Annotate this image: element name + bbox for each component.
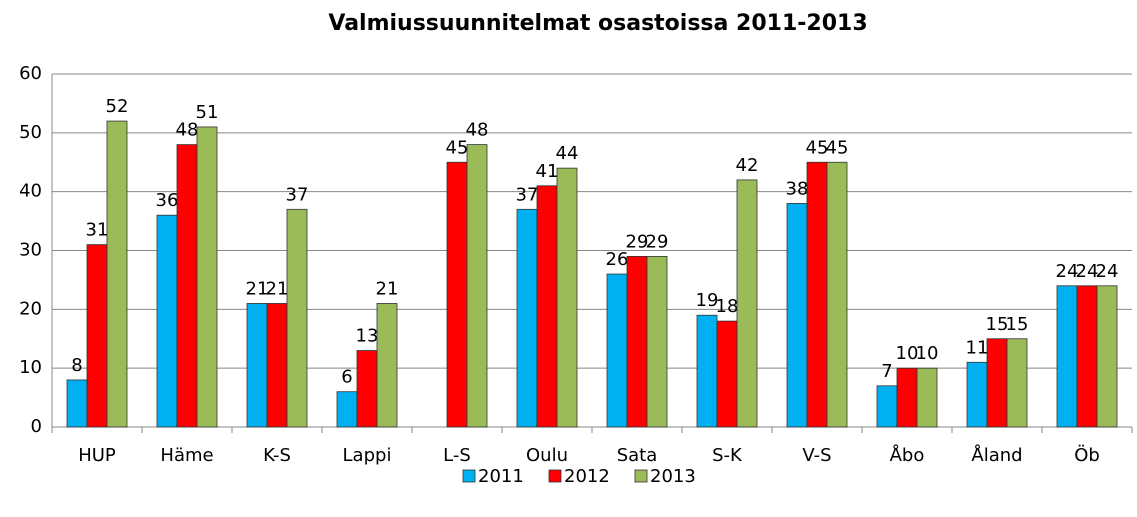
- y-tick-label: 30: [19, 240, 42, 261]
- data-label: 51: [196, 102, 219, 123]
- bar: [86, 244, 108, 428]
- x-tick-label: S-K: [712, 445, 743, 466]
- bar: [646, 255, 668, 428]
- data-label: 10: [916, 343, 939, 364]
- x-tick-label: Häme: [160, 445, 213, 466]
- data-label: 24: [1076, 261, 1099, 282]
- bar: [446, 161, 468, 428]
- x-tick-label: Oulu: [526, 445, 568, 466]
- data-label: 6: [341, 367, 352, 388]
- bar: [156, 214, 178, 428]
- bar: [876, 385, 898, 428]
- data-label: 45: [446, 137, 469, 158]
- data-label: 52: [106, 96, 129, 117]
- bar: [736, 179, 758, 428]
- bar: [106, 120, 128, 428]
- bar: [786, 203, 808, 428]
- data-label: 37: [516, 184, 539, 205]
- bar: [696, 314, 718, 428]
- x-tick-label: Öb: [1074, 444, 1100, 466]
- data-label: 13: [356, 326, 379, 347]
- legend-label: 2011: [478, 466, 524, 487]
- y-tick-label: 40: [19, 181, 42, 202]
- data-label: 42: [736, 155, 759, 176]
- legend-swatch: [548, 469, 562, 483]
- y-tick-label: 10: [19, 357, 42, 378]
- bar: [826, 161, 848, 428]
- data-label: 45: [826, 137, 849, 158]
- bar: [1096, 285, 1118, 428]
- data-label: 21: [376, 278, 399, 299]
- legend-swatch: [634, 469, 648, 483]
- bar: [356, 350, 378, 428]
- bar: [916, 367, 938, 428]
- bar: [266, 303, 288, 428]
- bar: [986, 338, 1008, 428]
- data-label: 26: [606, 249, 629, 270]
- data-label: 29: [646, 231, 669, 252]
- bar: [336, 391, 358, 428]
- bar: [516, 208, 538, 428]
- data-label: 8: [71, 355, 82, 376]
- bar: [376, 303, 398, 428]
- legend-label: 2013: [650, 466, 696, 487]
- data-label: 36: [156, 190, 179, 211]
- bar: [606, 273, 628, 428]
- data-label: 11: [966, 337, 989, 358]
- data-label: 48: [176, 120, 199, 141]
- data-label: 18: [716, 296, 739, 317]
- legend-label: 2012: [564, 466, 610, 487]
- bar: [1006, 338, 1028, 428]
- chart-title: Valmiussuunnitelmat osastoissa 2011-2013: [328, 11, 867, 36]
- bar: [196, 126, 218, 428]
- data-label: 15: [986, 314, 1009, 335]
- bar: [716, 320, 738, 428]
- data-label: 41: [536, 161, 559, 182]
- x-tick-label: HUP: [78, 445, 116, 466]
- bar: [626, 255, 648, 428]
- bar: [1076, 285, 1098, 428]
- data-label: 38: [786, 178, 809, 199]
- bar: [66, 379, 88, 428]
- x-tick-label: Åbo: [890, 444, 925, 466]
- data-label: 24: [1096, 261, 1119, 282]
- x-tick-label: V-S: [802, 445, 831, 466]
- bar: [806, 161, 828, 428]
- data-label: 44: [556, 143, 579, 164]
- bar: [1056, 285, 1078, 428]
- x-tick-label: K-S: [263, 445, 291, 466]
- x-tick-label: Åland: [971, 444, 1022, 466]
- bar: [556, 167, 578, 428]
- y-tick-label: 50: [19, 122, 42, 143]
- data-label: 15: [1006, 314, 1029, 335]
- legend-swatch: [462, 469, 476, 483]
- data-label: 7: [881, 361, 892, 382]
- data-label: 45: [806, 137, 829, 158]
- bar: [966, 361, 988, 428]
- x-tick-label: Sata: [617, 445, 658, 466]
- x-tick-label: Lappi: [343, 445, 392, 466]
- y-tick-label: 0: [31, 416, 42, 437]
- bar: [286, 208, 308, 428]
- bar: [176, 144, 198, 428]
- bar: [466, 144, 488, 428]
- data-label: 29: [626, 231, 649, 252]
- data-label: 24: [1056, 261, 1079, 282]
- y-tick-label: 20: [19, 298, 42, 319]
- data-label: 19: [696, 290, 719, 311]
- bar: [246, 303, 268, 428]
- data-label: 21: [266, 278, 289, 299]
- data-label: 37: [286, 184, 309, 205]
- data-label: 21: [246, 278, 269, 299]
- y-tick-label: 60: [19, 63, 42, 84]
- x-tick-label: L-S: [443, 445, 471, 466]
- data-label: 10: [896, 343, 919, 364]
- bar: [896, 367, 918, 428]
- data-label: 31: [86, 220, 109, 241]
- bar: [536, 185, 558, 428]
- data-label: 48: [466, 120, 489, 141]
